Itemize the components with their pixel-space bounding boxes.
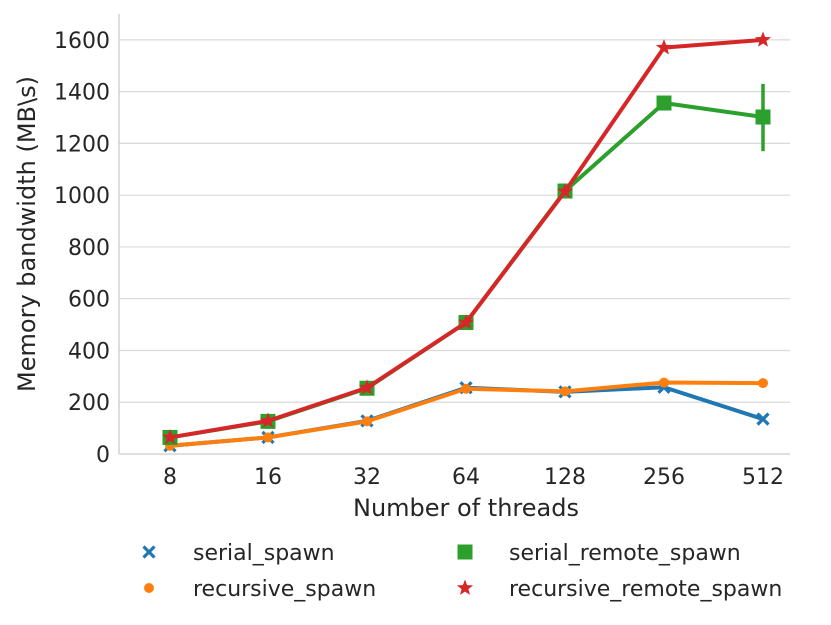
data-point bbox=[259, 412, 277, 428]
y-tick-label: 600 bbox=[68, 288, 110, 313]
legend-item-recursive_remote_spawn: recursive_remote_spawn bbox=[456, 577, 782, 602]
data-point bbox=[756, 412, 770, 426]
axes bbox=[118, 14, 790, 455]
data-point bbox=[161, 428, 179, 445]
y-tick-label: 200 bbox=[68, 391, 110, 416]
legend-item-serial_spawn: serial_spawn bbox=[142, 541, 335, 566]
data-point bbox=[754, 31, 772, 47]
data-point bbox=[755, 109, 771, 125]
y-tick-label: 1400 bbox=[54, 81, 110, 106]
data-point bbox=[263, 432, 273, 443]
x-tick-label: 8 bbox=[163, 465, 177, 490]
data-point bbox=[457, 314, 475, 330]
data-point bbox=[358, 379, 376, 395]
legend-marker bbox=[456, 579, 474, 595]
legend-item-recursive_spawn: recursive_spawn bbox=[144, 577, 376, 602]
legend-label: recursive_remote_spawn bbox=[509, 577, 782, 602]
series bbox=[161, 31, 772, 453]
legend-label: serial_spawn bbox=[193, 541, 335, 566]
data-point bbox=[362, 416, 372, 427]
data-point bbox=[461, 383, 471, 394]
legend-marker bbox=[457, 544, 473, 560]
x-tick-label: 128 bbox=[544, 465, 586, 490]
data-point bbox=[560, 386, 570, 397]
legend: serial_spawn serial_remote_spawn recursive… bbox=[142, 541, 782, 602]
x-tick-label: 256 bbox=[643, 465, 685, 490]
y-tick-label: 0 bbox=[96, 443, 110, 468]
legend-item-serial_remote_spawn: serial_remote_spawn bbox=[457, 541, 741, 566]
data-point bbox=[556, 183, 574, 199]
x-tick-label: 64 bbox=[452, 465, 480, 490]
legend-label: recursive_spawn bbox=[193, 577, 376, 602]
y-tick-label: 1000 bbox=[54, 184, 110, 209]
x-axis-title: Number of threads bbox=[353, 494, 579, 522]
x-tick-label: 16 bbox=[254, 465, 282, 490]
data-point bbox=[655, 39, 673, 55]
x-tick-label: 32 bbox=[353, 465, 381, 490]
y-tick-label: 1200 bbox=[54, 132, 110, 157]
gridlines bbox=[119, 39, 790, 403]
x-tick-label: 512 bbox=[742, 465, 784, 490]
series-line bbox=[168, 37, 765, 440]
legend-marker bbox=[144, 583, 154, 593]
series-recursive_remote_spawn bbox=[161, 31, 772, 445]
legend-marker bbox=[142, 545, 156, 559]
y-tick-label: 400 bbox=[68, 339, 110, 364]
y-tick-label: 1600 bbox=[54, 29, 110, 54]
series-recursive_spawn bbox=[165, 377, 768, 451]
legend-label: serial_remote_spawn bbox=[509, 541, 741, 566]
data-point bbox=[659, 377, 669, 388]
data-point bbox=[656, 95, 672, 111]
y-axis-title: Memory bandwidth (MB\s) bbox=[13, 76, 41, 392]
data-point bbox=[758, 378, 768, 389]
y-tick-label: 800 bbox=[68, 236, 110, 261]
y-tick-labels: 0 200 400 600 800 1000 1200 1400 1600 bbox=[54, 29, 110, 468]
x-tick-labels: 8 16 32 64 128 256 512 bbox=[163, 465, 784, 490]
